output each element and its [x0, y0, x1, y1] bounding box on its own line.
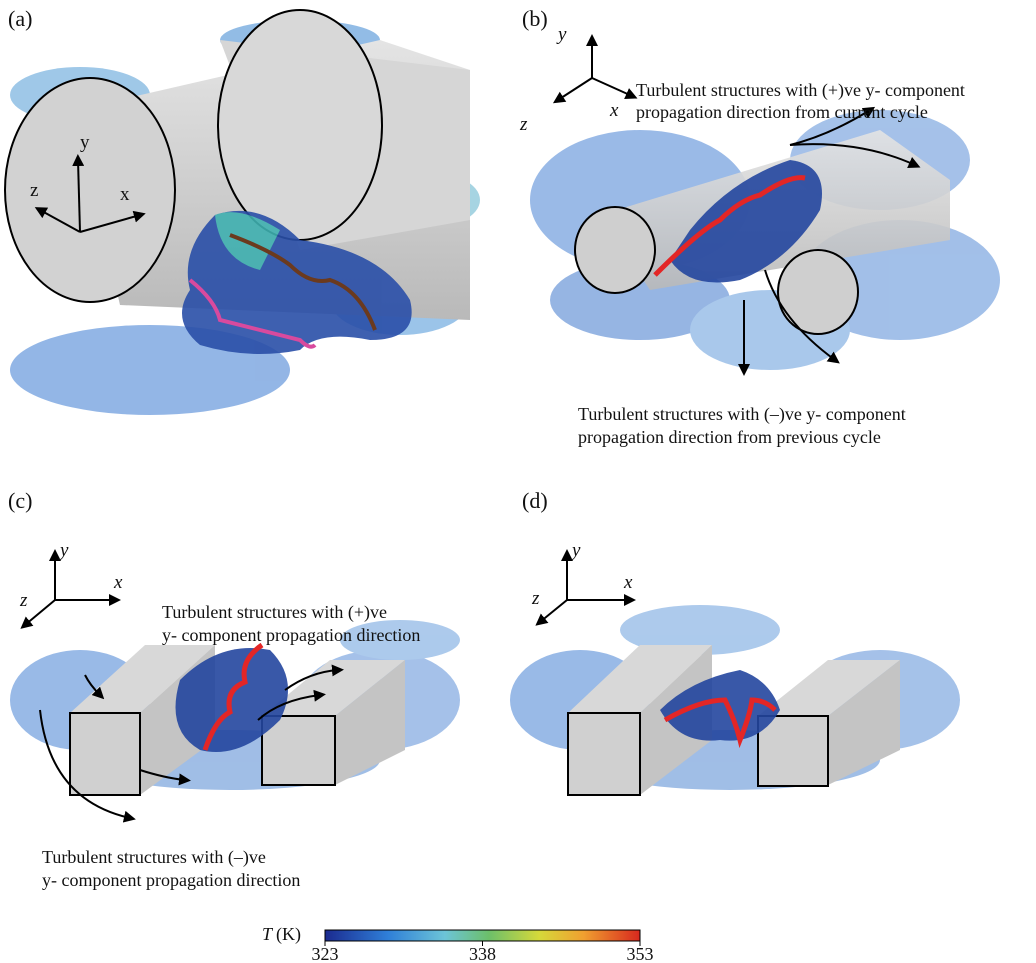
- panel-label: (d): [522, 488, 548, 513]
- annotation: Turbulent structures with (–)ve: [42, 847, 266, 868]
- annotation: Turbulent structures with (+)ve y- compo…: [636, 80, 965, 101]
- colorbar-tick-label: 323: [312, 944, 339, 963]
- axis-label: z: [19, 590, 28, 611]
- panel-label: (b): [522, 6, 548, 31]
- colorbar-unit: (K): [276, 924, 301, 945]
- panel-a: (a) y x z: [5, 6, 480, 415]
- axis-label: y: [570, 540, 581, 561]
- axis-label: y: [58, 540, 69, 561]
- axis-label: y: [556, 24, 567, 45]
- figure: (a) y x z (b) y x z Turbulent: [0, 0, 1036, 963]
- annotation: y- component propagation direction: [162, 625, 420, 645]
- colorbar: T (K) 323 338 353: [262, 924, 654, 963]
- colorbar-symbol: T: [262, 924, 274, 944]
- panel-c: (c) y x z Turbulent structures with (+)v…: [8, 488, 460, 890]
- axis-label: z: [531, 588, 540, 609]
- axis-label: z: [519, 114, 528, 135]
- axis-label: y: [80, 132, 90, 153]
- axis-label: x: [113, 572, 123, 593]
- panel-d: (d) y x z: [510, 488, 960, 795]
- axis-label: x: [120, 184, 130, 205]
- panel-label: (a): [8, 6, 32, 31]
- colorbar-tick-label: 338: [469, 944, 496, 963]
- annotation: Turbulent structures with (+)ve: [162, 602, 387, 623]
- annotation: propagation direction from current cycle: [636, 102, 928, 122]
- axis-label: x: [623, 572, 633, 593]
- colorbar-tick-label: 353: [627, 944, 654, 963]
- panel-b: (b) y x z Turbulent structures with (+)v…: [519, 6, 1000, 447]
- panel-label: (c): [8, 488, 32, 513]
- annotation: y- component propagation direction: [42, 870, 300, 890]
- annotation: Turbulent structures with (–)ve y- compo…: [578, 404, 906, 425]
- annotation: propagation direction from previous cycl…: [578, 427, 881, 447]
- page: { "panels": [ {"label": "(a)", "axes": {…: [0, 0, 1036, 963]
- colorbar-gradient: [325, 930, 640, 941]
- axis-label: x: [609, 100, 619, 121]
- axis-label: z: [30, 180, 38, 201]
